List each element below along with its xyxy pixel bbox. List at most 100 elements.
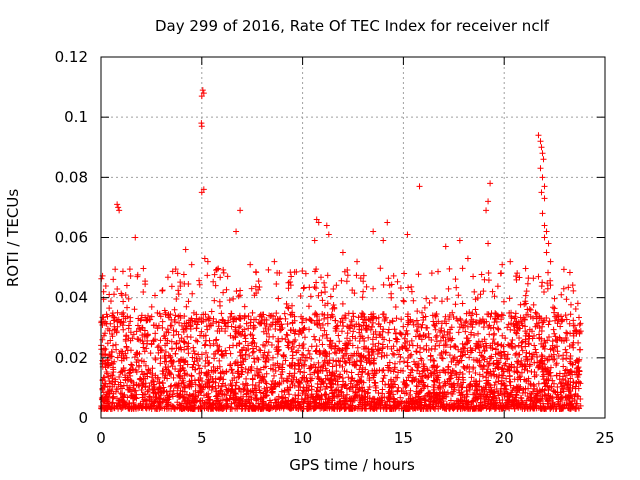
data-point	[431, 386, 438, 393]
data-point	[408, 283, 415, 290]
data-point	[421, 382, 428, 389]
data-point	[217, 387, 224, 394]
data-point	[432, 326, 439, 333]
data-point	[505, 321, 512, 328]
data-point	[546, 318, 553, 325]
data-point	[499, 261, 506, 268]
data-point	[334, 376, 341, 383]
data-point	[436, 396, 443, 403]
data-point	[333, 350, 340, 357]
data-point	[223, 368, 230, 375]
data-point	[109, 400, 116, 407]
data-point	[155, 322, 162, 329]
data-point	[379, 386, 386, 393]
data-point	[547, 258, 554, 265]
data-point	[546, 395, 553, 402]
data-point	[481, 336, 488, 343]
data-point	[164, 326, 171, 333]
data-point	[300, 352, 307, 359]
data-point	[399, 345, 406, 352]
data-point	[156, 395, 163, 402]
data-point	[433, 310, 440, 317]
data-point	[426, 299, 433, 306]
data-point	[287, 327, 294, 334]
data-point	[170, 387, 177, 394]
data-point	[267, 323, 274, 330]
data-point	[164, 375, 171, 382]
data-point	[515, 403, 522, 410]
data-point	[228, 367, 235, 374]
data-point	[437, 386, 444, 393]
data-point	[549, 377, 556, 384]
data-point	[405, 374, 412, 381]
data-point	[477, 362, 484, 369]
data-point	[151, 387, 158, 394]
data-point	[559, 405, 566, 412]
data-point	[459, 340, 466, 347]
data-point	[513, 391, 520, 398]
data-point	[255, 400, 262, 407]
data-point	[437, 328, 444, 335]
data-point	[281, 387, 288, 394]
data-point	[491, 293, 498, 300]
data-point	[543, 249, 550, 256]
data-point	[340, 323, 347, 330]
data-point	[470, 378, 477, 385]
data-point	[112, 266, 119, 273]
data-point	[201, 342, 208, 349]
data-point	[234, 402, 241, 409]
data-point	[511, 398, 518, 405]
data-point	[556, 376, 563, 383]
data-point	[317, 324, 324, 331]
data-point	[435, 374, 442, 381]
data-point	[572, 306, 579, 312]
data-point	[210, 369, 217, 376]
data-point	[191, 358, 198, 365]
data-point	[100, 332, 107, 339]
data-point	[212, 350, 219, 357]
data-point	[200, 317, 207, 324]
data-point	[432, 342, 439, 349]
data-point	[138, 358, 145, 365]
data-point	[162, 395, 169, 402]
data-point	[150, 378, 157, 385]
data-point	[397, 401, 404, 408]
data-point	[179, 405, 186, 412]
data-point	[504, 397, 511, 404]
data-point	[522, 298, 529, 305]
data-point	[326, 404, 333, 411]
data-point	[449, 382, 456, 389]
data-point	[130, 379, 137, 386]
data-point	[511, 405, 518, 412]
data-point	[530, 351, 537, 358]
data-point	[210, 278, 217, 285]
data-point	[235, 370, 242, 377]
data-point	[253, 396, 260, 403]
data-point	[392, 374, 399, 381]
data-point	[127, 314, 134, 321]
data-point	[285, 386, 292, 393]
data-point	[442, 313, 449, 320]
data-point	[122, 337, 129, 344]
data-point	[570, 322, 577, 329]
data-point	[430, 377, 437, 384]
data-point	[284, 342, 291, 349]
data-point	[227, 388, 234, 395]
data-point	[516, 335, 523, 342]
data-point	[410, 321, 417, 328]
data-point	[109, 399, 116, 406]
data-point	[165, 399, 172, 406]
data-point	[135, 315, 142, 322]
data-point	[138, 386, 145, 393]
data-point	[276, 380, 283, 387]
data-point	[100, 314, 107, 321]
data-point	[198, 93, 205, 100]
data-point	[537, 389, 544, 396]
data-point	[250, 348, 257, 355]
data-point	[577, 320, 584, 327]
data-point	[426, 401, 433, 408]
data-point	[522, 385, 529, 392]
data-point	[506, 295, 513, 302]
data-point	[545, 240, 552, 247]
data-point	[359, 294, 366, 301]
